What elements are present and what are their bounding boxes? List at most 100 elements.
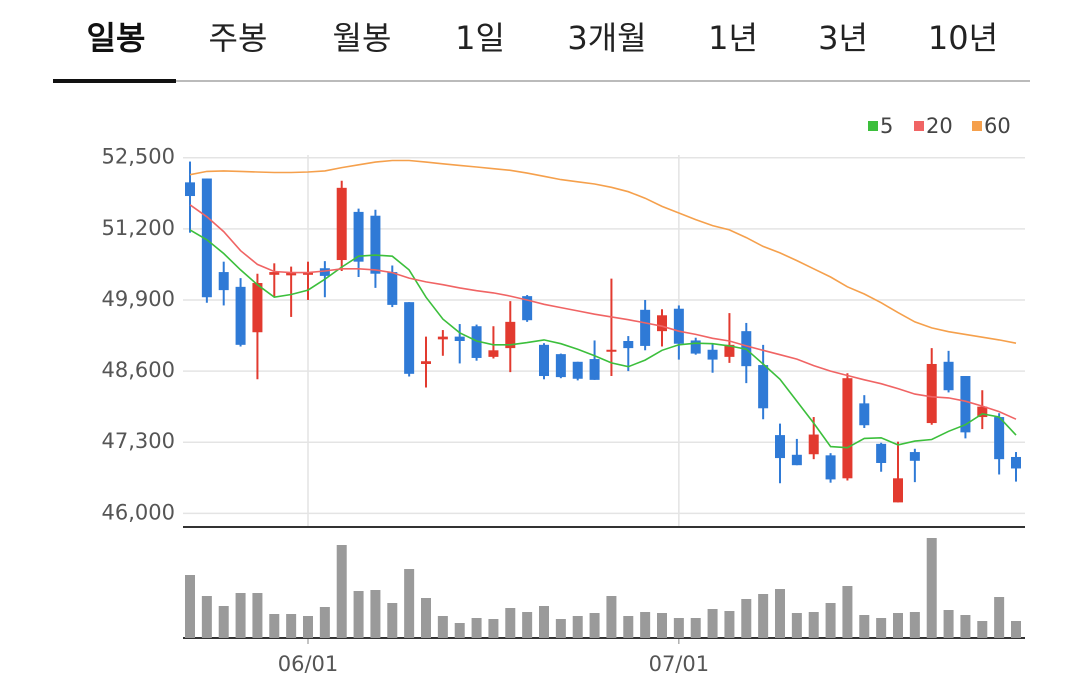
volume-bar: [269, 614, 280, 638]
volume-bar: [1011, 621, 1021, 638]
volume-bar: [387, 603, 398, 638]
candle-body: [404, 302, 415, 374]
volume-bar: [808, 612, 819, 638]
y-tick-label: 49,900: [102, 287, 175, 311]
candle-body: [522, 296, 533, 321]
volume-bar: [825, 603, 836, 638]
legend-swatch: [972, 121, 982, 131]
legend-label: 20: [926, 114, 953, 138]
tab[interactable]: 1년: [708, 19, 758, 57]
volume-bar: [303, 616, 313, 638]
volume-bar: [235, 593, 246, 638]
volume-bar: [707, 609, 718, 638]
volume-bar: [353, 591, 364, 638]
y-tick-label: 46,000: [102, 500, 175, 524]
volume-bar: [252, 593, 263, 638]
legend-label: 60: [984, 114, 1011, 138]
volume-bar: [589, 613, 600, 638]
candle-body: [724, 344, 735, 357]
volume-bar: [437, 616, 448, 638]
candle-body: [454, 336, 465, 341]
candle-body: [303, 272, 313, 275]
candle-body: [926, 363, 937, 424]
volume-bar: [336, 545, 347, 638]
volume-bar: [505, 608, 516, 638]
tab[interactable]: 3년: [818, 19, 868, 57]
volume-bar: [842, 586, 853, 638]
candle-body: [421, 361, 431, 364]
candle-body: [572, 361, 583, 379]
candle-body: [640, 309, 651, 346]
candle-body: [943, 361, 954, 391]
tab[interactable]: 3개월: [567, 19, 646, 57]
candle-body: [893, 478, 903, 503]
candle-body: [589, 359, 600, 380]
tab[interactable]: 일봉: [87, 19, 146, 57]
volume-bar: [319, 607, 330, 638]
y-tick-label: 51,200: [102, 216, 175, 240]
tab[interactable]: 1일: [455, 19, 505, 57]
candle-body: [319, 268, 330, 276]
volume-bar: [909, 612, 920, 638]
volume-bar: [218, 606, 229, 638]
volume-bar: [572, 616, 583, 638]
tab[interactable]: 주봉: [209, 19, 268, 57]
volume-bar: [926, 538, 937, 638]
y-tick-label: 52,500: [102, 145, 175, 169]
candle-body: [859, 403, 870, 426]
candle-body: [909, 452, 920, 461]
volume-bar: [370, 590, 381, 638]
candle-body: [657, 315, 667, 332]
x-tick-label: 06/01: [278, 652, 339, 676]
volume-bar: [943, 610, 954, 638]
candle-body: [673, 308, 684, 344]
volume-bar: [555, 619, 566, 638]
candle-body: [201, 178, 212, 298]
ma-line: [189, 229, 1017, 449]
volume-bar: [775, 589, 785, 638]
candle-body: [235, 286, 246, 345]
candle-body: [842, 378, 853, 479]
candle-body: [690, 340, 701, 354]
volume-bar: [404, 569, 415, 638]
candle-body: [488, 350, 499, 357]
volume-bar: [690, 618, 701, 638]
volume-bar: [657, 613, 667, 638]
ma-line: [189, 204, 1017, 420]
candle-body: [505, 321, 516, 349]
tab-underline: [53, 79, 176, 83]
candle-body: [606, 349, 617, 352]
volume-bar: [488, 619, 499, 638]
tab[interactable]: 10년: [928, 19, 998, 57]
candle-body: [707, 349, 718, 360]
candle-body: [775, 435, 785, 459]
y-tick-label: 48,600: [102, 358, 175, 382]
legend-swatch: [868, 121, 878, 131]
candle-body: [353, 211, 364, 262]
volume-bar: [185, 575, 195, 638]
candle-body: [825, 455, 836, 480]
candle-body: [286, 272, 297, 276]
volume-bar: [741, 599, 752, 638]
legend-label: 5: [880, 114, 893, 138]
candle-body: [977, 406, 988, 418]
volume-bar: [522, 612, 533, 638]
y-tick-label: 47,300: [102, 429, 175, 453]
volume-bar: [977, 621, 988, 638]
volume-bar: [893, 613, 903, 638]
volume-bar: [859, 615, 870, 638]
candle-body: [387, 272, 398, 305]
volume-bar: [673, 618, 684, 638]
candle-body: [758, 365, 769, 409]
tab[interactable]: 월봉: [333, 19, 392, 57]
volume-bar: [623, 616, 634, 638]
candle-body: [185, 182, 195, 197]
volume-bar: [724, 611, 735, 638]
candle-body: [437, 336, 448, 340]
candle-body: [336, 187, 347, 261]
candle-body: [555, 354, 566, 378]
candle-body: [1011, 456, 1021, 469]
volume-bar: [471, 618, 482, 638]
candle-body: [791, 454, 802, 466]
candle-body: [994, 417, 1005, 460]
